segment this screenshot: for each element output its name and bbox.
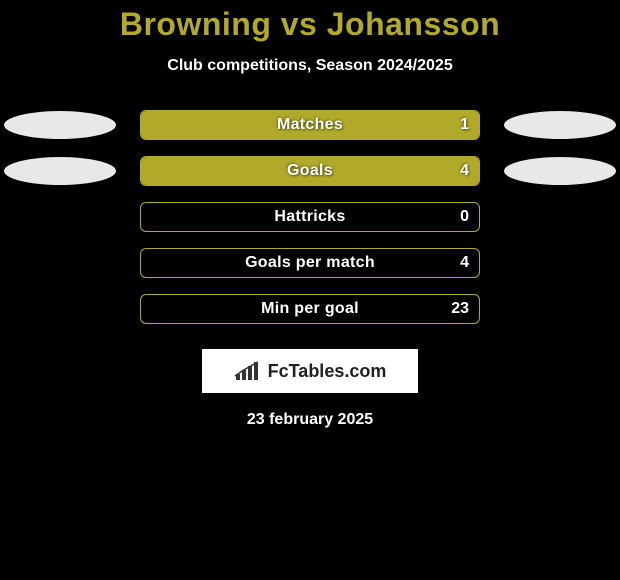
stat-bar: Matches1 bbox=[140, 110, 480, 140]
stat-value: 4 bbox=[460, 249, 469, 277]
player-ellipse-left bbox=[4, 157, 116, 185]
date-line: 23 february 2025 bbox=[0, 411, 620, 429]
player-ellipse-left bbox=[4, 111, 116, 139]
subtitle: Club competitions, Season 2024/2025 bbox=[0, 57, 620, 75]
stat-label: Goals per match bbox=[141, 249, 479, 277]
player-ellipse-right bbox=[504, 111, 616, 139]
stat-row: Hattricks0 bbox=[0, 201, 620, 247]
stat-rows: Matches1Goals4Hattricks0Goals per match4… bbox=[0, 109, 620, 339]
logo-box: FcTables.com bbox=[202, 349, 418, 393]
stat-row: Goals per match4 bbox=[0, 247, 620, 293]
stat-bar: Goals4 bbox=[140, 156, 480, 186]
stat-bar: Min per goal23 bbox=[140, 294, 480, 324]
stat-row: Min per goal23 bbox=[0, 293, 620, 339]
stat-label: Min per goal bbox=[141, 295, 479, 323]
player-ellipse-right bbox=[504, 157, 616, 185]
stat-label: Hattricks bbox=[141, 203, 479, 231]
stat-bar: Hattricks0 bbox=[140, 202, 480, 232]
stat-label: Matches bbox=[141, 111, 479, 139]
stat-value: 4 bbox=[460, 157, 469, 185]
logo-text: FcTables.com bbox=[268, 361, 387, 382]
stat-value: 1 bbox=[460, 111, 469, 139]
stat-row: Matches1 bbox=[0, 109, 620, 155]
comparison-infographic: Browning vs Johansson Club competitions,… bbox=[0, 0, 620, 580]
stat-bar: Goals per match4 bbox=[140, 248, 480, 278]
stat-row: Goals4 bbox=[0, 155, 620, 201]
page-title: Browning vs Johansson bbox=[0, 0, 620, 43]
stat-value: 0 bbox=[460, 203, 469, 231]
stat-label: Goals bbox=[141, 157, 479, 185]
stat-value: 23 bbox=[451, 295, 469, 323]
bar-chart-icon bbox=[234, 360, 264, 382]
